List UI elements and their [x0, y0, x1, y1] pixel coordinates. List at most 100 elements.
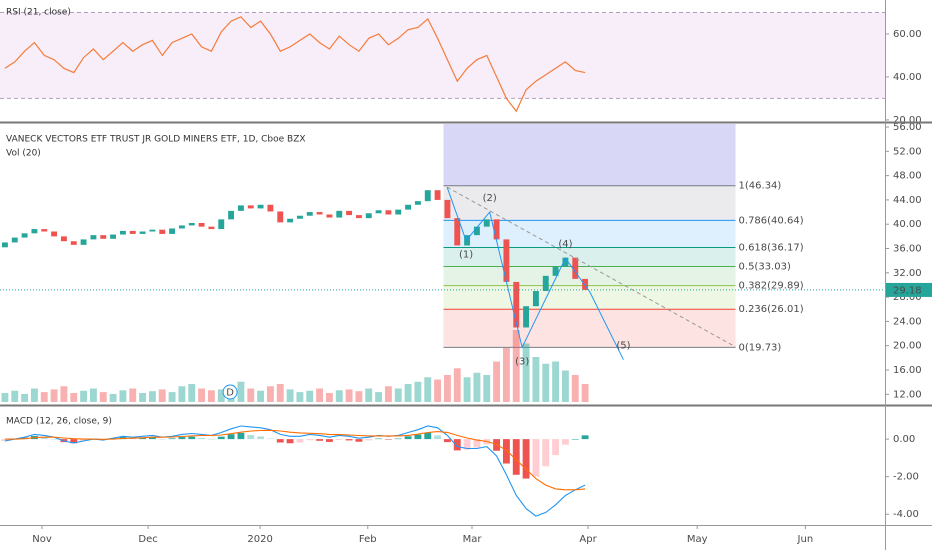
y-tick-label: 48.00: [893, 171, 922, 182]
histogram-bar: [443, 439, 451, 443]
histogram-bar: [188, 436, 196, 440]
pane: [1, 425, 589, 517]
histogram-bar: [561, 439, 569, 445]
wave-label: (1): [459, 250, 473, 261]
volume-bar: [148, 391, 156, 402]
candle: [178, 225, 185, 229]
candle: [395, 209, 402, 215]
candle: [287, 218, 294, 223]
volume-bar: [443, 375, 451, 402]
volume-bar: [276, 384, 284, 402]
candle: [405, 204, 412, 210]
volume-bar: [561, 370, 569, 402]
candle: [434, 190, 441, 200]
fib-label: 0.786(40.64): [739, 215, 804, 226]
candle: [90, 235, 97, 240]
volume-bar: [306, 390, 314, 402]
x-tick-label: May: [687, 534, 708, 545]
histogram-bar: [522, 439, 530, 479]
candle: [51, 231, 58, 237]
volume-bar: [316, 388, 324, 402]
volume-bar: [375, 392, 383, 402]
histogram-bar: [1, 439, 9, 441]
candle: [70, 241, 77, 245]
x-tick-label: Mar: [463, 534, 483, 545]
histogram-bar: [148, 437, 156, 440]
histogram-bar: [581, 435, 589, 440]
volume-bar: [70, 393, 78, 402]
candle: [110, 234, 117, 239]
histogram-bar: [335, 439, 343, 440]
histogram-bar: [552, 439, 560, 456]
candle: [119, 230, 126, 235]
volume-bar: [384, 386, 392, 402]
volume-bar: [129, 388, 137, 402]
volume-bar: [80, 390, 88, 402]
volume-bar: [188, 384, 196, 402]
fib-label: 0.236(26.01): [739, 304, 804, 315]
volume-bar: [453, 368, 461, 402]
candle: [503, 239, 510, 282]
volume-bar: [50, 389, 58, 402]
histogram-bar: [384, 439, 392, 440]
candle: [375, 210, 382, 214]
candle: [149, 229, 156, 232]
candle: [169, 228, 176, 234]
volume-bar: [532, 357, 540, 402]
volume-bar: [247, 388, 255, 402]
trendline: [446, 186, 736, 348]
volume-bar: [60, 386, 68, 402]
histogram-bar: [542, 439, 550, 467]
signal-line: [4, 429, 586, 491]
y-tick-label: 12.00: [893, 389, 922, 400]
histogram-bar: [237, 432, 245, 440]
candle: [385, 210, 392, 215]
candle: [454, 218, 461, 246]
volume-bar: [365, 388, 373, 402]
candle: [493, 219, 500, 240]
histogram-bar: [453, 439, 461, 451]
candle: [414, 201, 421, 205]
volume-bar: [139, 393, 147, 402]
dividend-marker: [222, 384, 238, 400]
candle: [355, 215, 362, 219]
volume-bar: [30, 388, 38, 402]
candle: [277, 211, 284, 223]
candle: [208, 226, 215, 230]
x-tick-label: Apr: [579, 534, 597, 545]
candle: [444, 199, 451, 219]
candle: [100, 235, 107, 239]
y-tick-label: 20.00: [893, 341, 922, 352]
wave-line: [446, 186, 624, 360]
candle: [1, 242, 8, 248]
candle: [159, 229, 166, 234]
histogram-bar: [80, 439, 88, 441]
candle: [237, 205, 244, 211]
histogram-bar: [325, 439, 333, 442]
histogram-bar: [70, 439, 78, 444]
candle: [21, 233, 28, 238]
histogram-bar: [473, 439, 481, 448]
dividend-label: D: [226, 388, 234, 399]
candle: [365, 213, 372, 219]
candle: [582, 278, 589, 290]
price-title: VANECK VECTORS ETF TRUST JR GOLD MINERS …: [6, 135, 306, 145]
histogram-bar: [227, 434, 235, 440]
volume-bar: [571, 375, 579, 402]
candle: [60, 236, 67, 242]
candle: [306, 212, 313, 216]
candle: [267, 204, 274, 212]
candle: [188, 223, 195, 226]
volume-bar: [1, 393, 9, 402]
volume-bar: [345, 389, 353, 402]
volume-bar: [237, 381, 245, 402]
y-tick-label: 44.00: [893, 195, 922, 206]
candle: [542, 275, 549, 292]
x-tick-label: Jun: [797, 534, 814, 545]
macd-line: [4, 425, 586, 517]
volume-bar: [493, 361, 501, 402]
fib-zone: [443, 220, 736, 248]
pane: 1(46.34) 0.786(40.64) 0.618(36.17) 0.5(33.0…: [1, 124, 804, 402]
candle: [257, 204, 264, 209]
